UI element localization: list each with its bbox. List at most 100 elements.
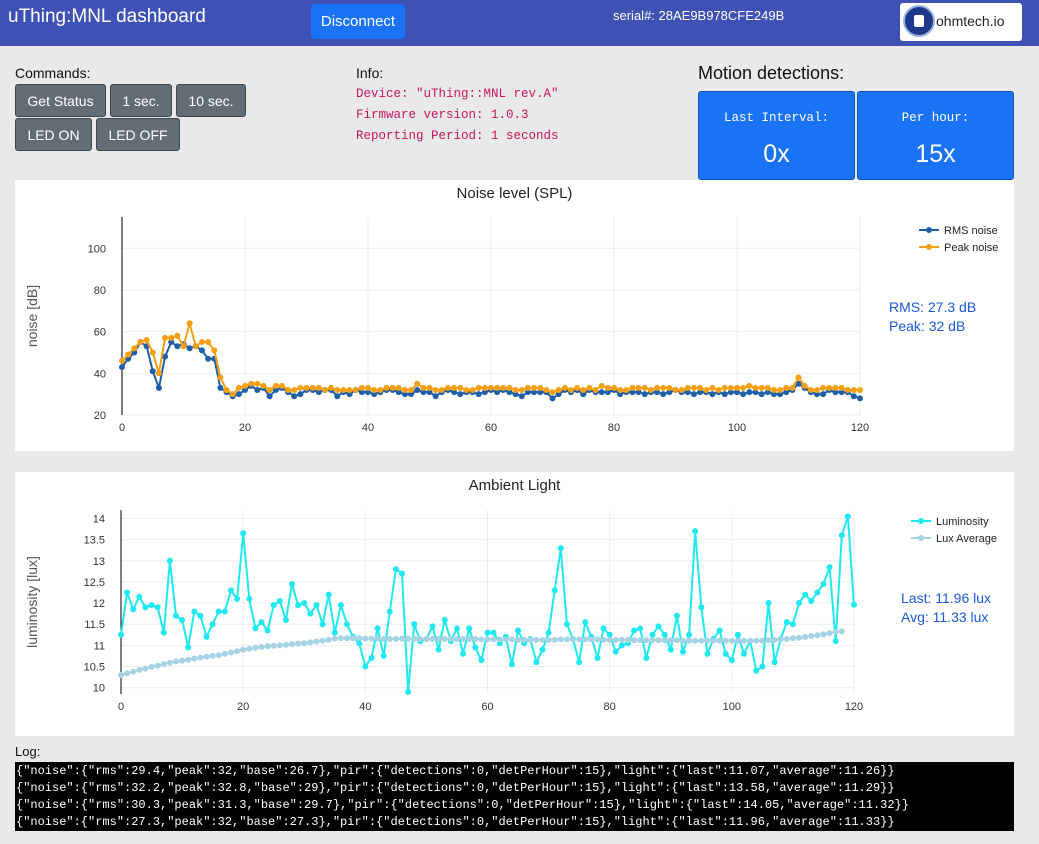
data-point (531, 389, 538, 396)
data-point (203, 653, 210, 660)
data-point (643, 637, 650, 644)
data-point (484, 629, 491, 636)
log-label: Log: (15, 744, 41, 759)
data-point (533, 636, 540, 643)
y-axis-label: luminosity [lux] (24, 556, 40, 648)
data-point (266, 393, 273, 400)
data-point (494, 389, 501, 396)
data-point (600, 636, 607, 643)
data-point (612, 636, 619, 643)
log-line: {"noise":{"rms":30.3,"peak":31.3,"base":… (16, 798, 909, 812)
data-point (518, 386, 525, 393)
data-point (315, 384, 322, 391)
x-tick-label: 100 (723, 701, 741, 713)
y-axis-label: noise [dB] (24, 285, 40, 347)
data-point (192, 343, 199, 350)
y-tick-label: 12 (93, 598, 105, 610)
data-point (826, 564, 833, 571)
data-point (611, 384, 617, 391)
data-point (612, 648, 619, 655)
data-point (654, 384, 661, 391)
x-tick-label: 40 (362, 422, 374, 434)
data-point (198, 347, 205, 354)
data-point (820, 581, 827, 588)
data-point (594, 655, 601, 662)
data-point (606, 636, 613, 643)
data-point (295, 640, 302, 647)
legend-marker (926, 227, 932, 233)
data-point (344, 621, 351, 628)
data-point (380, 636, 387, 643)
data-point (172, 658, 179, 665)
data-point (637, 625, 644, 632)
data-point (119, 357, 125, 364)
interval-10s-button[interactable]: 10 sec. (176, 84, 246, 117)
data-point (426, 384, 433, 391)
data-point (179, 616, 186, 623)
data-point (807, 386, 814, 393)
data-point (411, 635, 418, 642)
data-point (235, 391, 242, 398)
disconnect-button[interactable]: Disconnect (311, 4, 405, 39)
x-tick-label: 80 (604, 701, 616, 713)
data-point (282, 641, 289, 648)
data-point (380, 652, 387, 659)
x-tick-label: 40 (359, 701, 371, 713)
data-point (174, 343, 181, 350)
data-point (246, 645, 253, 652)
data-point (752, 389, 759, 396)
data-point (240, 646, 247, 653)
data-point (777, 636, 784, 643)
data-point (258, 619, 265, 626)
data-point (266, 386, 273, 393)
log-console[interactable]: {"noise":{"rms":29.4,"peak":32,"base":26… (15, 762, 1014, 831)
data-point (368, 655, 375, 662)
data-point (734, 631, 741, 638)
data-point (715, 386, 722, 393)
light-avg-stat: Avg: 11.33 lux (901, 609, 989, 625)
noise-chart[interactable]: 0 20 40 60 80 100 120 20 40 60 80 100 noise [dB] RMS … (15, 180, 1014, 451)
data-point (254, 386, 261, 393)
data-point (512, 391, 519, 398)
data-point (398, 570, 405, 577)
legend-label[interactable]: Luminosity (936, 516, 989, 528)
data-point (667, 646, 674, 653)
data-point (130, 606, 137, 613)
ohmtech-logo[interactable]: ohmtech.io (900, 3, 1022, 41)
data-point (795, 374, 802, 381)
data-point (389, 384, 396, 391)
led-off-button[interactable]: LED OFF (96, 118, 180, 151)
data-point (285, 386, 292, 393)
data-point (698, 637, 705, 644)
info-device: Device: "uThing::MNL rev.A" (356, 87, 559, 101)
data-point (272, 386, 279, 393)
data-point (191, 608, 198, 615)
legend-label[interactable]: Peak noise (944, 242, 998, 254)
data-point (289, 641, 296, 648)
data-point (752, 384, 759, 391)
interval-1s-button[interactable]: 1 sec. (110, 84, 172, 117)
data-point (252, 625, 259, 632)
data-point (555, 386, 562, 393)
data-point (820, 391, 827, 398)
data-point (377, 386, 384, 393)
legend-label[interactable]: Lux Average (936, 533, 997, 545)
data-point (143, 336, 150, 343)
data-point (598, 382, 605, 389)
data-point (119, 364, 125, 371)
get-status-button[interactable]: Get Status (15, 84, 106, 117)
light-chart[interactable]: 0 20 40 60 80 100 120 10 10.5 11 11.5 12 12.5 13 13.5 1… (15, 472, 1014, 736)
data-point (551, 636, 558, 643)
data-point (618, 636, 625, 643)
data-point (276, 597, 283, 604)
legend-label[interactable]: RMS noise (944, 225, 998, 237)
data-point (832, 628, 839, 635)
data-point (457, 384, 464, 391)
data-point (334, 393, 341, 400)
data-point (319, 637, 326, 644)
led-on-button[interactable]: LED ON (15, 118, 92, 151)
data-point (374, 635, 381, 642)
data-point (488, 384, 494, 391)
data-point (315, 389, 322, 396)
data-point (197, 654, 204, 661)
